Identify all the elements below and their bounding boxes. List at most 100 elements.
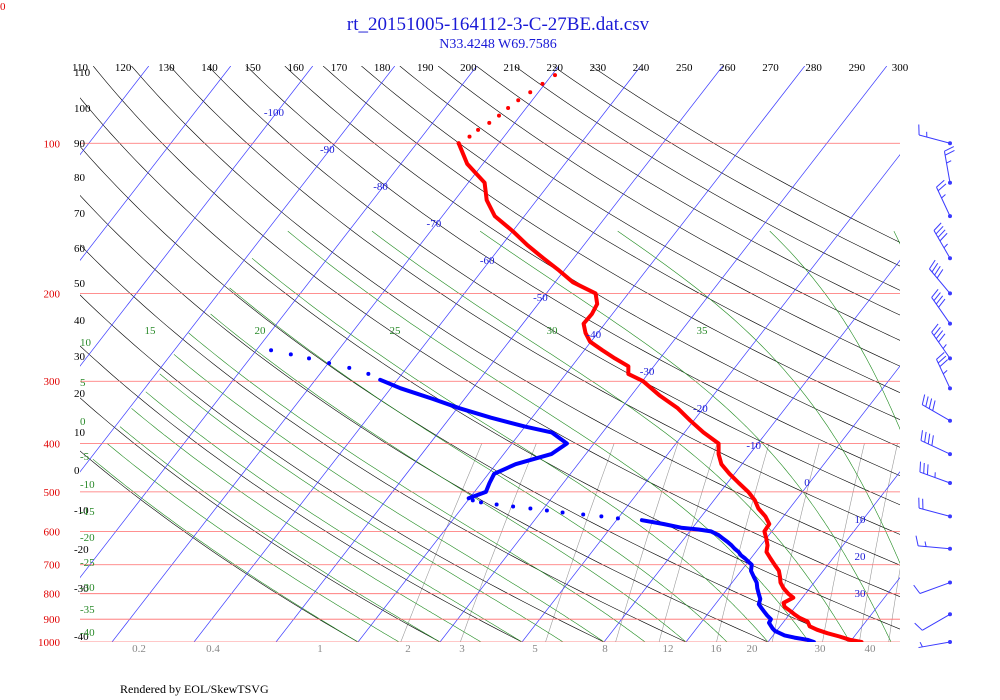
mixing-ratio-label: 0.4 <box>206 643 220 655</box>
dry-adiabat-line <box>169 66 900 535</box>
dewpoint-point <box>269 348 274 353</box>
dewpoint-point <box>544 508 549 513</box>
wind-barb-full <box>938 298 946 308</box>
wind-barb-station <box>948 180 952 185</box>
dewpoint-trace <box>639 518 816 642</box>
mixing-ratio-line <box>984 444 1000 643</box>
wind-barb <box>915 535 952 551</box>
dewpoint-point <box>366 371 371 376</box>
corner-label: 0 <box>0 1 6 13</box>
wind-barb-station <box>948 612 952 617</box>
dry-adiabat-label: 40 <box>74 315 86 327</box>
mixing-ratio-label: 16 <box>711 643 723 655</box>
moist-adiabat-line <box>479 230 892 642</box>
dry-adiabat-line <box>437 66 900 341</box>
moist-adiabat-line <box>287 230 810 642</box>
isotherm-line <box>193 66 642 642</box>
dry-adiabat-label: -40 <box>74 631 89 643</box>
moist-adiabat-label: -20 <box>80 532 95 544</box>
moist-adiabat-line <box>188 332 646 642</box>
top-tick-label: 240 <box>633 62 650 74</box>
top-tick-label: 140 <box>201 62 218 74</box>
temperature-point <box>552 73 557 78</box>
moist-adiabat-line <box>145 391 523 642</box>
dewpoint-point <box>307 356 312 361</box>
isotherm-label: -30 <box>640 366 655 378</box>
dry-adiabat-line <box>80 294 605 642</box>
dewpoint-point <box>511 504 516 509</box>
dry-adiabat-line <box>80 450 359 642</box>
chart-subtitle: N33.4248 W69.7586 <box>439 37 557 52</box>
wind-barb-full <box>936 179 945 188</box>
wind-barb-half <box>946 160 952 164</box>
moist-adiabat-label: 35 <box>697 325 709 337</box>
wind-barb-full <box>935 295 944 305</box>
wind-barb-station <box>948 356 952 361</box>
dewpoint-upper-trace <box>378 377 569 501</box>
temperature-point <box>516 98 521 103</box>
moist-adiabat-line <box>210 313 687 642</box>
wind-barb <box>918 124 952 146</box>
wind-barb-staff <box>918 641 951 649</box>
isobar-label: 900 <box>44 614 61 626</box>
moist-adiabat-label: -30 <box>80 582 95 594</box>
dry-adiabat-line <box>284 66 900 448</box>
moist-adiabat-line <box>229 287 728 642</box>
wind-barb-station <box>948 580 952 585</box>
isobar-label: 400 <box>44 439 61 451</box>
temperature-point <box>506 106 511 111</box>
wind-barb-full <box>931 262 939 273</box>
mixing-ratio-label: 40 <box>865 643 877 655</box>
moist-adiabat-label: 10 <box>80 337 92 349</box>
wind-barb-station <box>948 452 952 457</box>
temperature-point <box>467 134 472 139</box>
isotherm-line <box>849 576 900 642</box>
top-tick-label: 210 <box>503 62 520 74</box>
dry-adiabat-line <box>361 66 900 393</box>
isotherm-line <box>521 154 900 642</box>
mixing-ratio-line <box>716 443 770 642</box>
top-tick-label: 300 <box>892 62 909 74</box>
moist-adiabat-line <box>251 257 769 642</box>
wind-barb-full <box>919 461 922 473</box>
dry-adiabat-line <box>92 66 900 597</box>
dry-adiabat-label: 80 <box>74 172 86 184</box>
moist-adiabat-line <box>893 230 900 245</box>
isobar-label: 200 <box>44 288 61 300</box>
top-tick-label: 200 <box>460 62 477 74</box>
wind-barb-full <box>937 355 947 364</box>
moist-adiabat-label: 15 <box>145 325 157 337</box>
wind-barb <box>919 461 952 486</box>
mixing-ratio-label: 20 <box>747 643 759 655</box>
top-tick-label: 250 <box>676 62 693 74</box>
wind-barb-staff <box>918 545 951 550</box>
wind-barb <box>914 612 952 631</box>
top-tick-label: 150 <box>244 62 261 74</box>
moist-adiabat-line <box>131 408 482 642</box>
dewpoint-point <box>599 514 604 519</box>
wind-barb-full <box>939 232 948 242</box>
mixing-ratio-label: 3 <box>459 643 465 655</box>
temperature-point <box>496 113 501 118</box>
top-tick-label: 280 <box>805 62 822 74</box>
mixing-ratio-label: 2 <box>405 643 411 655</box>
wind-barb-full <box>926 464 929 475</box>
moist-adiabat-line <box>159 373 564 642</box>
top-tick-label: 190 <box>417 62 434 74</box>
moist-adiabat-label: 25 <box>390 325 402 337</box>
wind-barb <box>913 580 952 594</box>
moist-adiabat-line <box>173 354 605 642</box>
isotherm-label: -10 <box>746 440 761 452</box>
dry-adiabat-label: 90 <box>74 138 86 150</box>
temperature-trace <box>456 141 864 642</box>
wind-barb-staff <box>931 331 951 359</box>
isobar-label: 500 <box>44 487 61 499</box>
dry-adiabat-label: -30 <box>74 583 89 595</box>
top-tick-label: 170 <box>331 62 348 74</box>
wind-barb-station <box>948 141 952 146</box>
isotherm-line <box>80 66 478 579</box>
dry-adiabat-line <box>80 244 687 642</box>
dewpoint-point <box>494 502 499 507</box>
isotherm-label: -80 <box>373 181 388 193</box>
plot-area <box>80 66 1000 643</box>
